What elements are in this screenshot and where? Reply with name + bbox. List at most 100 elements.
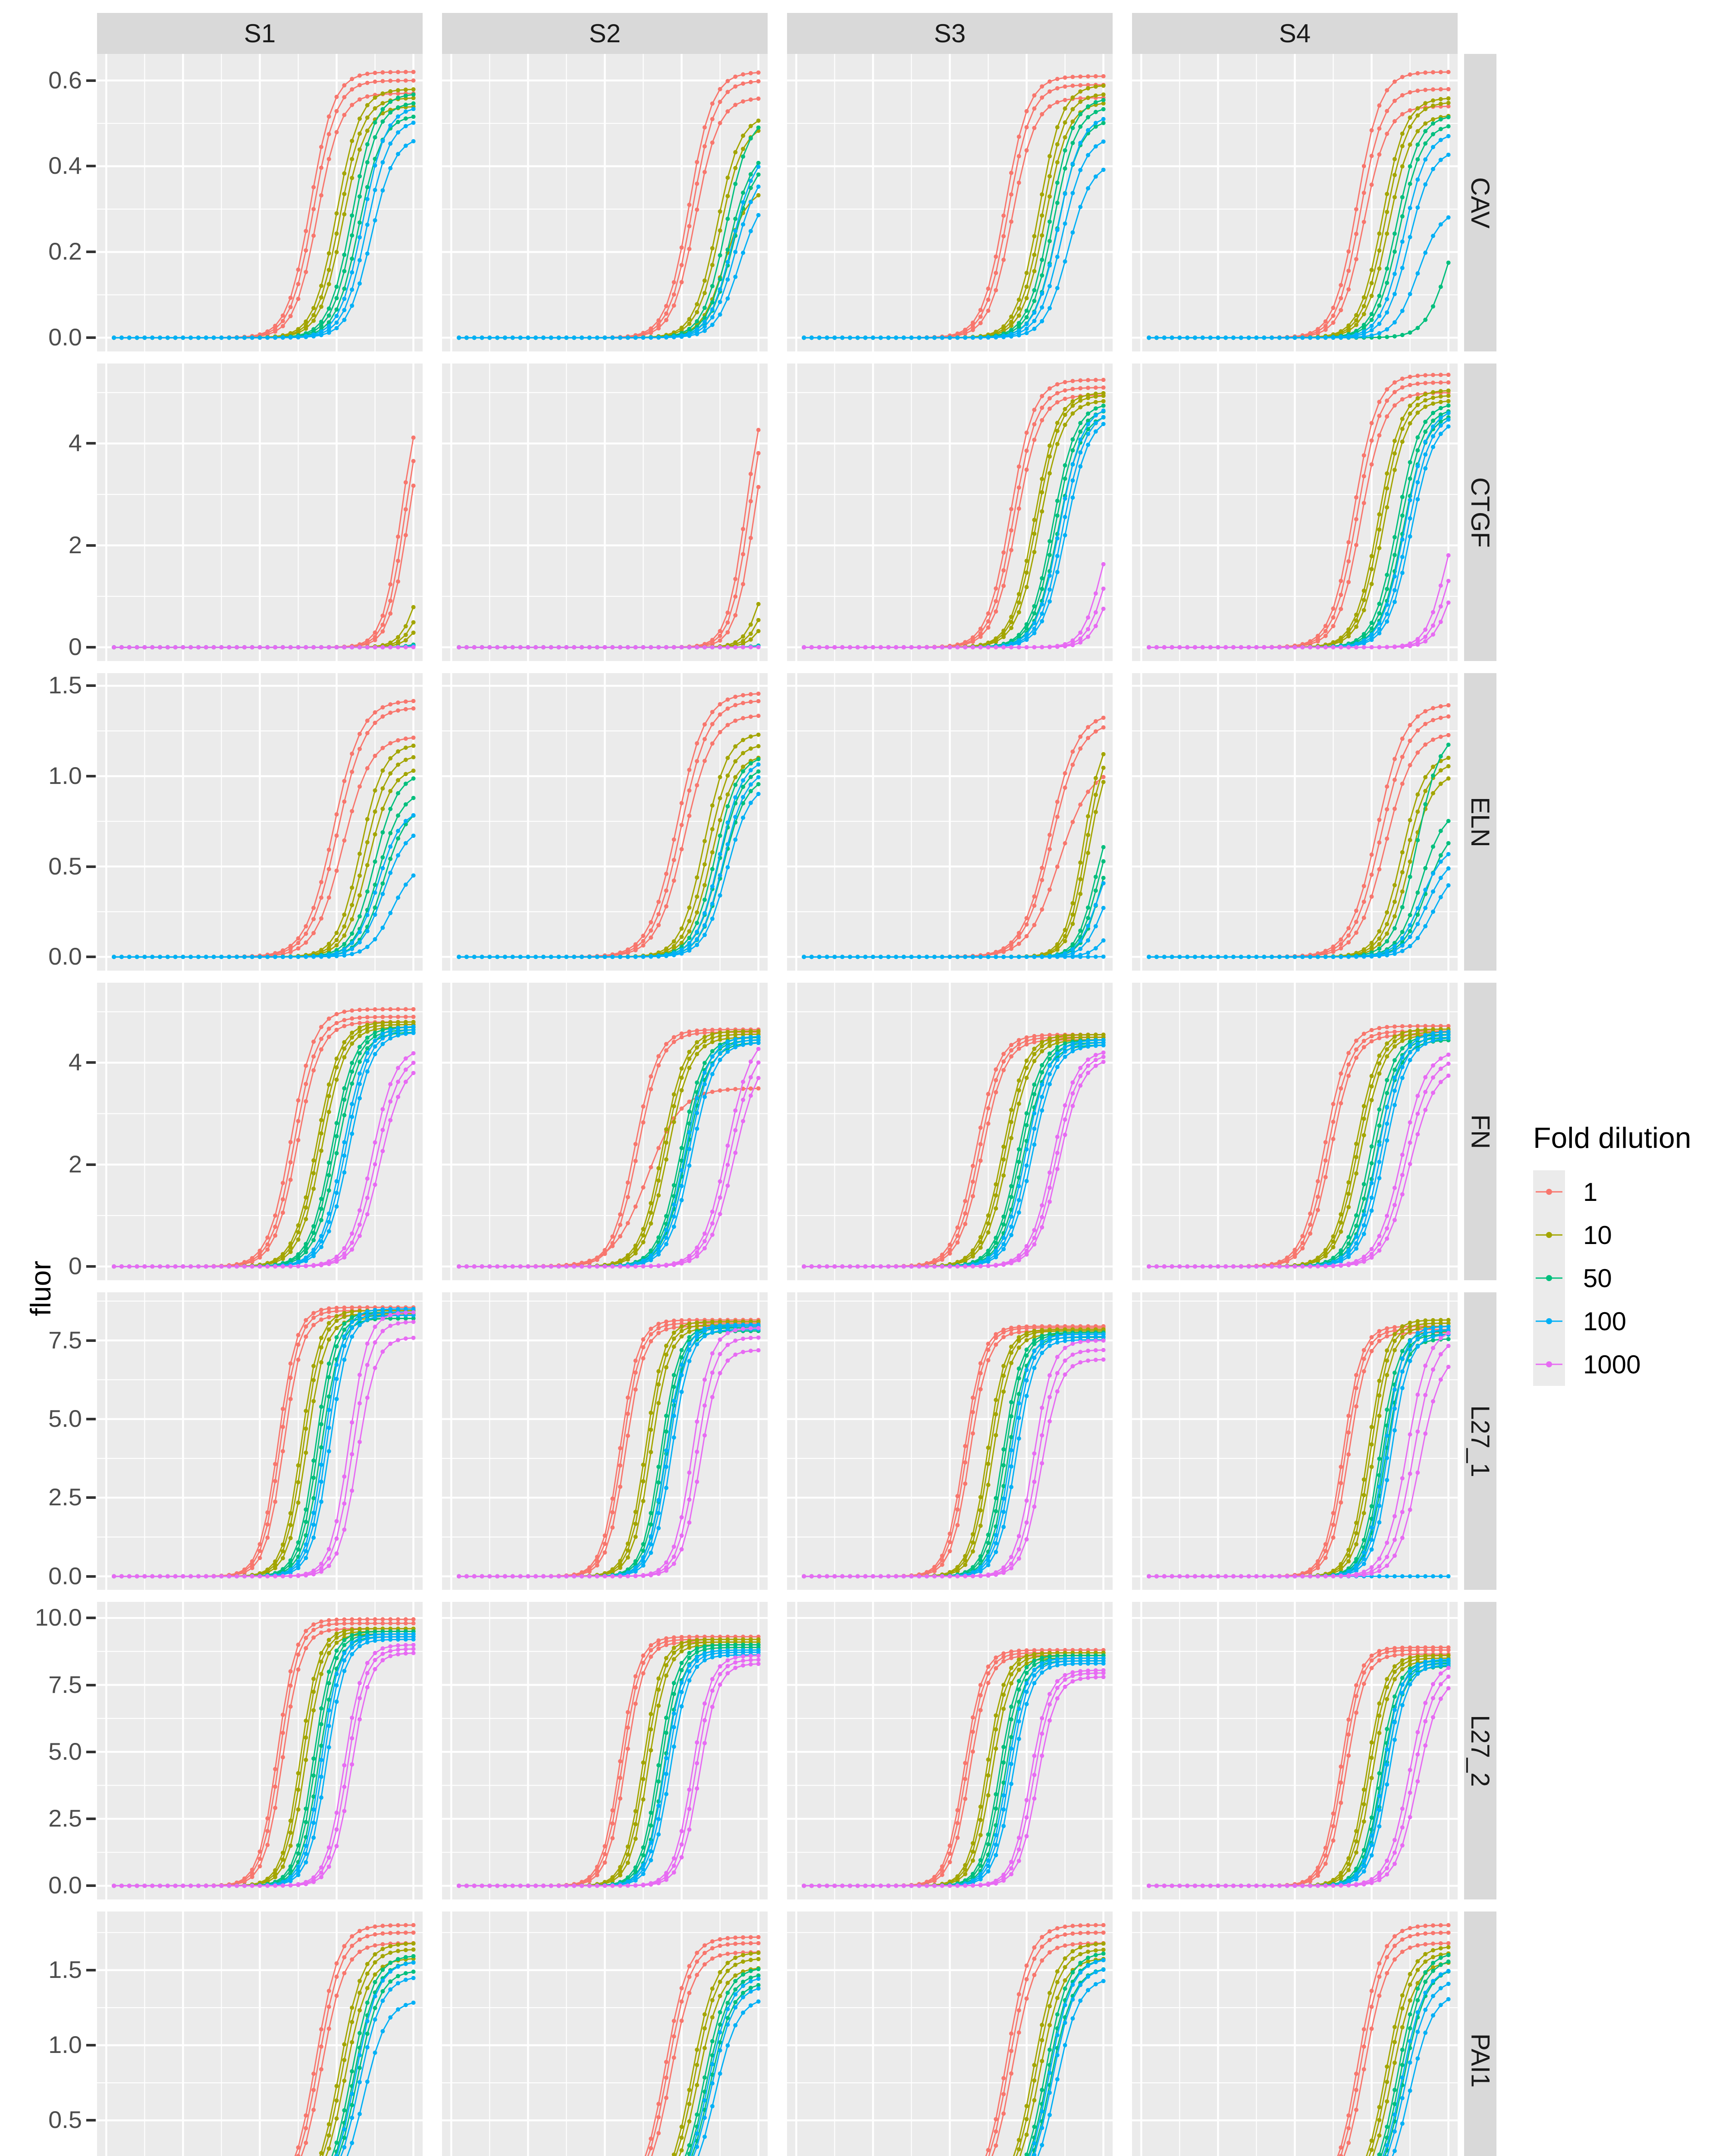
- y-tick-mark: [86, 336, 96, 339]
- y-tick-label: 2.5: [48, 1805, 82, 1832]
- y-tick-mark: [86, 442, 96, 445]
- panel-L27_2-S3: [787, 1602, 1113, 1899]
- y-tick-mark: [86, 1417, 96, 1420]
- panel-PAI1-S2: [442, 1912, 768, 2156]
- y-tick-mark: [86, 251, 96, 254]
- facet-strip-PAI1: PAI1: [1464, 1912, 1496, 2156]
- panel-ELN-S3: [787, 673, 1113, 971]
- legend-entry-1000: 1000: [1533, 1343, 1723, 1386]
- y-tick-mark: [86, 956, 96, 959]
- y-tick-mark: [86, 1884, 96, 1887]
- y-tick-label: 1.5: [48, 1955, 82, 1983]
- legend-entry-10: 10: [1533, 1213, 1723, 1257]
- legend-entry-label: 50: [1583, 1263, 1612, 1293]
- panel-FN-S3: [787, 983, 1113, 1280]
- legend-entry-label: 10: [1583, 1220, 1612, 1250]
- y-tick-label: 0.0: [48, 1871, 82, 1899]
- y-tick-mark: [86, 79, 96, 82]
- panel-CAV-S1: [97, 54, 423, 351]
- legend-key-swatch: [1533, 1300, 1565, 1343]
- y-tick-mark: [86, 1265, 96, 1268]
- facet-strip-L27_2: L27_2: [1464, 1602, 1496, 1899]
- facet-strip-label: CTGF: [1466, 477, 1495, 548]
- y-tick-mark: [86, 865, 96, 868]
- panel-L27_1-S3: [787, 1292, 1113, 1590]
- facet-strip-S4: S4: [1132, 13, 1458, 54]
- y-tick-label: 0.6: [48, 66, 82, 94]
- y-tick-label: 7.5: [48, 1326, 82, 1354]
- panel-PAI1-S3: [787, 1912, 1113, 2156]
- panel-L27_1-S4: [1132, 1292, 1458, 1590]
- y-tick-mark: [86, 1163, 96, 1166]
- y-tick-mark: [86, 1750, 96, 1753]
- legend-key-swatch: [1533, 1213, 1565, 1257]
- legend-entry-1: 1: [1533, 1170, 1723, 1213]
- panel-FN-S1: [97, 983, 423, 1280]
- panel-ELN-S2: [442, 673, 768, 971]
- panel-L27_2-S2: [442, 1602, 768, 1899]
- y-tick-mark: [86, 1061, 96, 1064]
- legend-entry-100: 100: [1533, 1300, 1723, 1343]
- facet-strip-label: CAV: [1466, 177, 1495, 229]
- panel-CTGF-S4: [1132, 364, 1458, 661]
- y-tick-mark: [86, 646, 96, 649]
- y-tick-label: 0: [68, 1252, 82, 1280]
- facet-strip-label: S3: [934, 19, 966, 48]
- legend: Fold dilution 1 10 50 100 1000: [1533, 1121, 1723, 1386]
- y-tick-label: 0.4: [48, 152, 82, 179]
- y-tick-label: 1.5: [48, 671, 82, 699]
- legend-entry-label: 1: [1583, 1177, 1598, 1206]
- facet-strip-CTGF: CTGF: [1464, 364, 1496, 661]
- panel-FN-S4: [1132, 983, 1458, 1280]
- y-tick-label: 0.5: [48, 2106, 82, 2134]
- y-tick-mark: [86, 544, 96, 547]
- legend-key-swatch: [1533, 1170, 1565, 1213]
- legend-entry-50: 50: [1533, 1257, 1723, 1300]
- facet-strip-L27_1: L27_1: [1464, 1292, 1496, 1590]
- y-tick-label: 0.2: [48, 238, 82, 265]
- y-tick-mark: [86, 2044, 96, 2047]
- y-tick-label: 0.0: [48, 323, 82, 351]
- y-tick-mark: [86, 1683, 96, 1686]
- facet-strip-FN: FN: [1464, 983, 1496, 1280]
- y-tick-label: 1.0: [48, 2031, 82, 2059]
- panel-CTGF-S1: [97, 364, 423, 661]
- panel-FN-S2: [442, 983, 768, 1280]
- y-tick-label: 2: [68, 531, 82, 558]
- facet-strip-ELN: ELN: [1464, 673, 1496, 971]
- y-tick-label: 5.0: [48, 1404, 82, 1432]
- y-tick-label: 1.0: [48, 761, 82, 789]
- y-tick-label: 4: [68, 429, 82, 457]
- y-tick-mark: [86, 1617, 96, 1620]
- panel-CTGF-S3: [787, 364, 1113, 661]
- facet-strip-label: L27_2: [1466, 1714, 1495, 1787]
- y-tick-label: 5.0: [48, 1737, 82, 1765]
- facet-strip-CAV: CAV: [1464, 54, 1496, 351]
- legend-key-swatch: [1533, 1343, 1565, 1386]
- legend-keys: 1 10 50 100 1000: [1533, 1170, 1723, 1386]
- legend-title: Fold dilution: [1533, 1122, 1691, 1154]
- facet-strip-S3: S3: [787, 13, 1113, 54]
- facet-strip-label: PAI1: [1466, 2033, 1495, 2087]
- y-tick-mark: [86, 1818, 96, 1821]
- facet-strip-label: ELN: [1466, 796, 1495, 847]
- y-tick-label: 10.0: [35, 1604, 82, 1631]
- panel-CAV-S3: [787, 54, 1113, 351]
- panel-L27_1-S2: [442, 1292, 768, 1590]
- panel-ELN-S4: [1132, 673, 1458, 971]
- facet-strip-S2: S2: [442, 13, 768, 54]
- y-tick-label: 2: [68, 1150, 82, 1178]
- facet-strip-label: FN: [1466, 1114, 1495, 1149]
- y-tick-mark: [86, 165, 96, 168]
- y-tick-label: 0.0: [48, 943, 82, 970]
- panel-L27_2-S4: [1132, 1602, 1458, 1899]
- y-tick-label: 4: [68, 1048, 82, 1076]
- facet-strip-label: S2: [589, 19, 621, 48]
- y-tick-label: 7.5: [48, 1670, 82, 1698]
- y-tick-label: 2.5: [48, 1483, 82, 1511]
- panel-ELN-S1: [97, 673, 423, 971]
- panel-L27_2-S1: [97, 1602, 423, 1899]
- facet-strip-label: S1: [244, 19, 276, 48]
- y-tick-mark: [86, 1339, 96, 1342]
